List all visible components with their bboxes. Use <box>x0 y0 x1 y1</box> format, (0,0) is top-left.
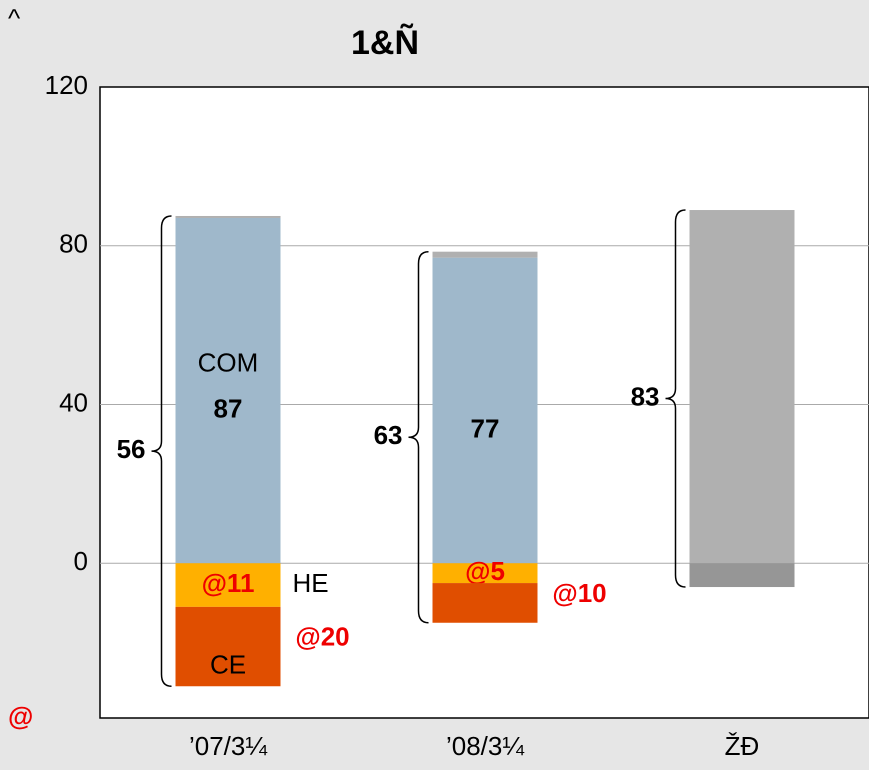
total-label: 56 <box>117 434 146 464</box>
value-label: @10 <box>552 578 606 608</box>
y-tick-label: 120 <box>45 70 88 100</box>
series-label: COM <box>198 348 259 378</box>
bar-segment <box>432 583 538 623</box>
bar-segment <box>175 217 281 564</box>
corner-note: @ <box>8 701 33 731</box>
value-label: @11 <box>202 568 255 598</box>
brace <box>408 250 429 624</box>
bar-segment <box>432 257 538 564</box>
value-label: 87 <box>214 393 243 423</box>
total-label: 63 <box>374 420 403 450</box>
y-tick-label: 40 <box>59 387 88 417</box>
x-tick-label: ’07/3¼ <box>189 731 267 761</box>
bar-segment <box>432 251 538 258</box>
brace <box>665 209 686 588</box>
value-label: 77 <box>471 413 500 443</box>
total-label: 83 <box>631 381 660 411</box>
bar-segment <box>175 563 281 607</box>
chart-title: 1&Ñ <box>351 24 419 62</box>
value-label: @5 <box>465 556 505 586</box>
bar-segment <box>175 215 281 218</box>
bar-segment <box>689 210 795 564</box>
series-label: HE <box>292 568 328 598</box>
unit-label: ^ <box>8 3 21 33</box>
bar-segment <box>175 606 281 687</box>
brace <box>151 215 172 688</box>
x-tick-label: ŽĐ <box>725 731 760 761</box>
y-tick-label: 0 <box>74 546 88 576</box>
bar-segment <box>432 563 538 584</box>
series-label: CE <box>210 649 246 679</box>
x-tick-label: ’08/3¼ <box>446 731 524 761</box>
value-label: @20 <box>295 621 349 651</box>
y-tick-label: 80 <box>59 229 88 259</box>
bar-segment <box>689 563 795 588</box>
